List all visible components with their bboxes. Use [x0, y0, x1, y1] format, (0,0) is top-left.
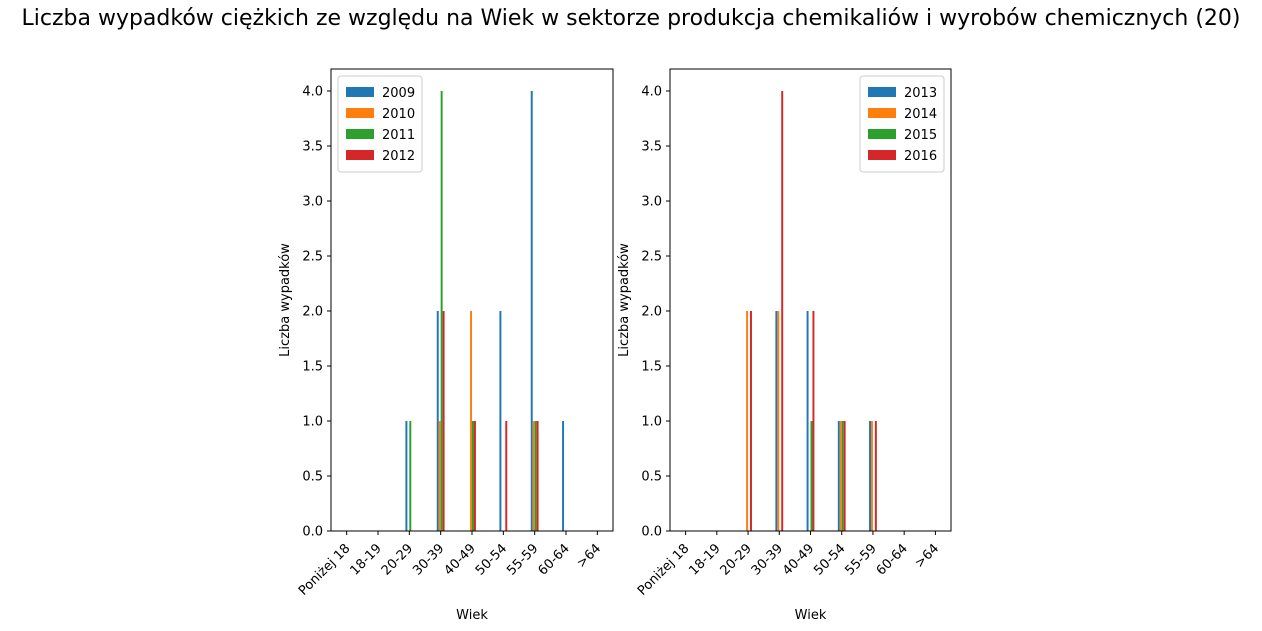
- chart-2: 0.0 0.5 1.0 1.5 2.0 2.5 3.0 3.5 4.0 Poniżej 1818-…: [617, 68, 952, 623]
- legend-label: 2014: [904, 107, 937, 122]
- bar-2016-55-59: [874, 421, 877, 531]
- x-tick-label: Poniżej 18: [635, 541, 692, 598]
- bar-2009-30-39: [436, 311, 439, 531]
- x-tick-label: 20-29: [718, 541, 755, 578]
- legend-swatch-2009: [346, 87, 374, 97]
- x-tick-label: 55-59: [504, 541, 541, 578]
- y-tick-label: 1.5: [641, 360, 662, 375]
- bar-2014-20-29: [746, 311, 749, 531]
- bar-2012-55-59: [536, 421, 539, 531]
- y-tick-label: 3.5: [302, 140, 323, 155]
- y-tick-label: 0.0: [302, 525, 323, 540]
- y-axis-label: Liczba wypadków: [278, 243, 293, 357]
- legend-label: 2015: [904, 128, 937, 143]
- x-tick-label: 60-64: [874, 541, 911, 578]
- x-tick-label: 30-39: [749, 541, 786, 578]
- legend-label: 2010: [382, 107, 415, 122]
- x-tick-label: 40-49: [780, 541, 817, 578]
- y-tick-label: 2.0: [641, 305, 662, 320]
- x-tick-label: 30-39: [410, 541, 447, 578]
- bar-2011-20-29: [409, 421, 412, 531]
- x-axis-label: Wiek: [456, 608, 488, 623]
- legend-swatch-2010: [346, 108, 374, 118]
- bar-2016-30-39: [781, 91, 784, 531]
- bar-2011-55-59: [534, 421, 537, 531]
- bar-2015-40-49: [810, 421, 813, 531]
- legend-swatch-2015: [868, 129, 896, 139]
- bar-2014-50-54: [839, 421, 842, 531]
- bar-2013-50-54: [837, 421, 840, 531]
- y-tick-label: 1.0: [641, 415, 662, 430]
- bar-2010-55-59: [532, 421, 535, 531]
- legend-label: 2012: [382, 149, 415, 164]
- x-tick-label: 55-59: [842, 541, 879, 578]
- bar-2014-55-59: [870, 421, 873, 531]
- bar-2009-20-29: [405, 421, 408, 531]
- y-tick-label: 4.0: [641, 85, 662, 100]
- bar-2013-30-39: [775, 311, 778, 531]
- bar-2016-40-49: [812, 311, 815, 531]
- y-tick-label: 0.5: [641, 470, 662, 485]
- bar-2009-60-64: [562, 421, 565, 531]
- legend-box: [859, 75, 945, 173]
- x-tick-label: Poniżej 18: [296, 541, 353, 598]
- bar-2013-40-49: [806, 311, 809, 531]
- bar-2010-40-49: [470, 311, 472, 531]
- x-tick-label: 50-54: [473, 541, 510, 578]
- bar-2012-50-54: [505, 421, 508, 531]
- y-tick-label: 0.0: [641, 525, 662, 540]
- y-tick-label: 3.0: [302, 195, 323, 210]
- bar-2016-50-54: [843, 421, 846, 531]
- x-tick-label: 40-49: [442, 541, 479, 578]
- bar-2011-30-39: [440, 91, 443, 531]
- legend-label: 2009: [382, 86, 415, 101]
- legend-label: 2013: [904, 86, 937, 101]
- chart-1: 0.0 0.5 1.0 1.5 2.0 2.5 3.0 3.5 4.0 Poniżej 1818-…: [278, 68, 614, 623]
- legend: 2013 2014 2015 2016: [859, 75, 945, 173]
- bar-2016-20-29: [750, 311, 752, 531]
- bar-2009-55-59: [530, 91, 533, 531]
- bar-2011-40-49: [472, 421, 474, 531]
- x-tick-label: >64: [574, 541, 604, 571]
- bar-2010-30-39: [438, 421, 441, 531]
- y-tick-label: 1.5: [302, 360, 323, 375]
- bar-2009-50-54: [499, 311, 502, 531]
- bar-2012-30-39: [442, 311, 445, 531]
- x-tick-label: >64: [912, 541, 942, 571]
- y-tick-label: 2.5: [641, 250, 662, 265]
- legend: 2009 2010 2011 2012: [337, 75, 423, 173]
- y-axis-label: Liczba wypadków: [617, 243, 632, 357]
- x-tick-label: 50-54: [811, 541, 848, 578]
- y-tick-label: 2.5: [302, 250, 323, 265]
- legend-label: 2011: [382, 128, 415, 143]
- y-tick-label: 4.0: [302, 85, 323, 100]
- legend-swatch-2012: [346, 150, 374, 160]
- x-tick-label: 18-19: [348, 541, 385, 578]
- bar-2013-55-59: [869, 421, 871, 531]
- legend-swatch-2011: [346, 129, 374, 139]
- x-tick-label: 18-19: [686, 541, 723, 578]
- y-tick-label: 2.0: [302, 305, 323, 320]
- bar-2015-50-54: [841, 421, 844, 531]
- legend-label: 2016: [904, 149, 937, 164]
- x-tick-label: 60-64: [536, 541, 573, 578]
- bar-2014-30-39: [777, 311, 780, 531]
- y-tick-label: 1.0: [302, 415, 323, 430]
- x-tick-label: 20-29: [379, 541, 416, 578]
- legend-swatch-2016: [868, 150, 896, 160]
- chart-title: Liczba wypadków ciężkich ze względu na W…: [21, 6, 1241, 31]
- bar-2012-40-49: [473, 421, 476, 531]
- y-tick-label: 0.5: [302, 470, 323, 485]
- legend-swatch-2013: [868, 87, 896, 97]
- y-tick-label: 3.0: [641, 195, 662, 210]
- legend-box: [337, 75, 423, 173]
- y-tick-label: 3.5: [641, 140, 662, 155]
- x-axis-label: Wiek: [795, 608, 827, 623]
- legend-swatch-2014: [868, 108, 896, 118]
